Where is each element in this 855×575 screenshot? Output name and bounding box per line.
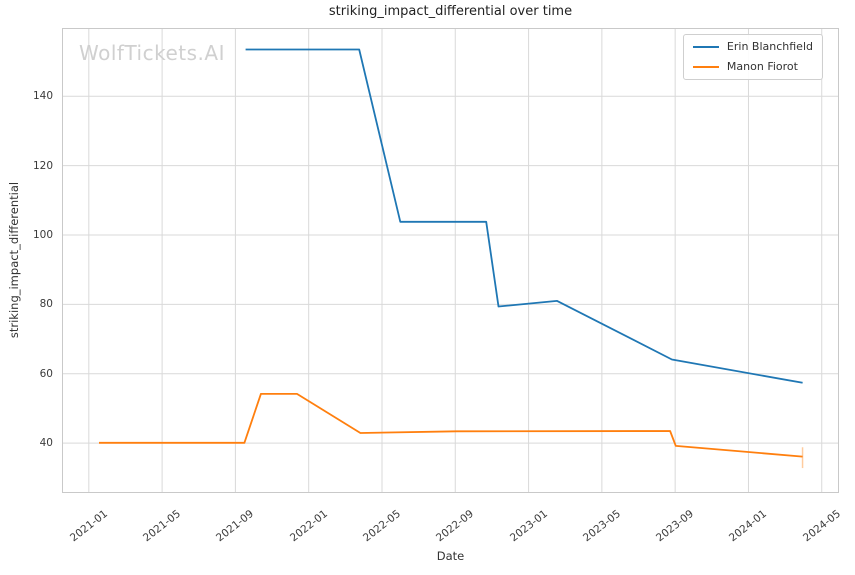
plot-area: WolfTickets.AI Erin Blanchfield Manon Fi… [62, 28, 839, 493]
x-tick-label: 2022-01 [287, 507, 330, 545]
y-tick-label: 100 [32, 229, 53, 241]
series-line-manon-fiorot [99, 392, 803, 458]
y-tick-label: 120 [32, 159, 53, 172]
legend: Erin Blanchfield Manon Fiorot [682, 34, 823, 81]
y-tick-label: 80 [39, 298, 53, 311]
series-line-erin-blanchfield [245, 48, 803, 384]
x-tick-label: 2024-01 [727, 507, 770, 545]
legend-item-manon-fiorot: Manon Fiorot [692, 59, 813, 74]
y-tick-label: 140 [32, 90, 53, 103]
x-tick-label: 2024-05 [800, 507, 843, 545]
x-tick-label: 2023-09 [654, 507, 697, 545]
x-tick-label: 2023-05 [580, 507, 623, 545]
legend-line-swatch-orange [692, 65, 719, 68]
x-tick-label: 2021-05 [141, 507, 184, 545]
legend-label: Manon Fiorot [726, 59, 798, 73]
legend-line-swatch-blue [692, 46, 719, 49]
y-axis-label: striking_impact_differential [7, 181, 21, 339]
y-tick-label: 60 [39, 367, 53, 380]
y-tick-label: 40 [39, 437, 53, 450]
x-axis-label: Date [436, 549, 465, 563]
watermark-text: WolfTickets.AI [79, 41, 225, 65]
x-tick-label: 2022-05 [361, 507, 403, 545]
plot-canvas [63, 29, 838, 492]
x-tick-label: 2021-01 [67, 507, 110, 545]
legend-item-erin-blanchfield: Erin Blanchfield [692, 40, 813, 54]
chart-title: striking_impact_differential over time [328, 4, 573, 19]
x-tick-label: 2022-09 [434, 507, 477, 545]
legend-label: Erin Blanchfield [726, 40, 813, 53]
x-tick-label: 2023-01 [507, 507, 550, 545]
x-tick-label: 2021-09 [214, 507, 257, 545]
